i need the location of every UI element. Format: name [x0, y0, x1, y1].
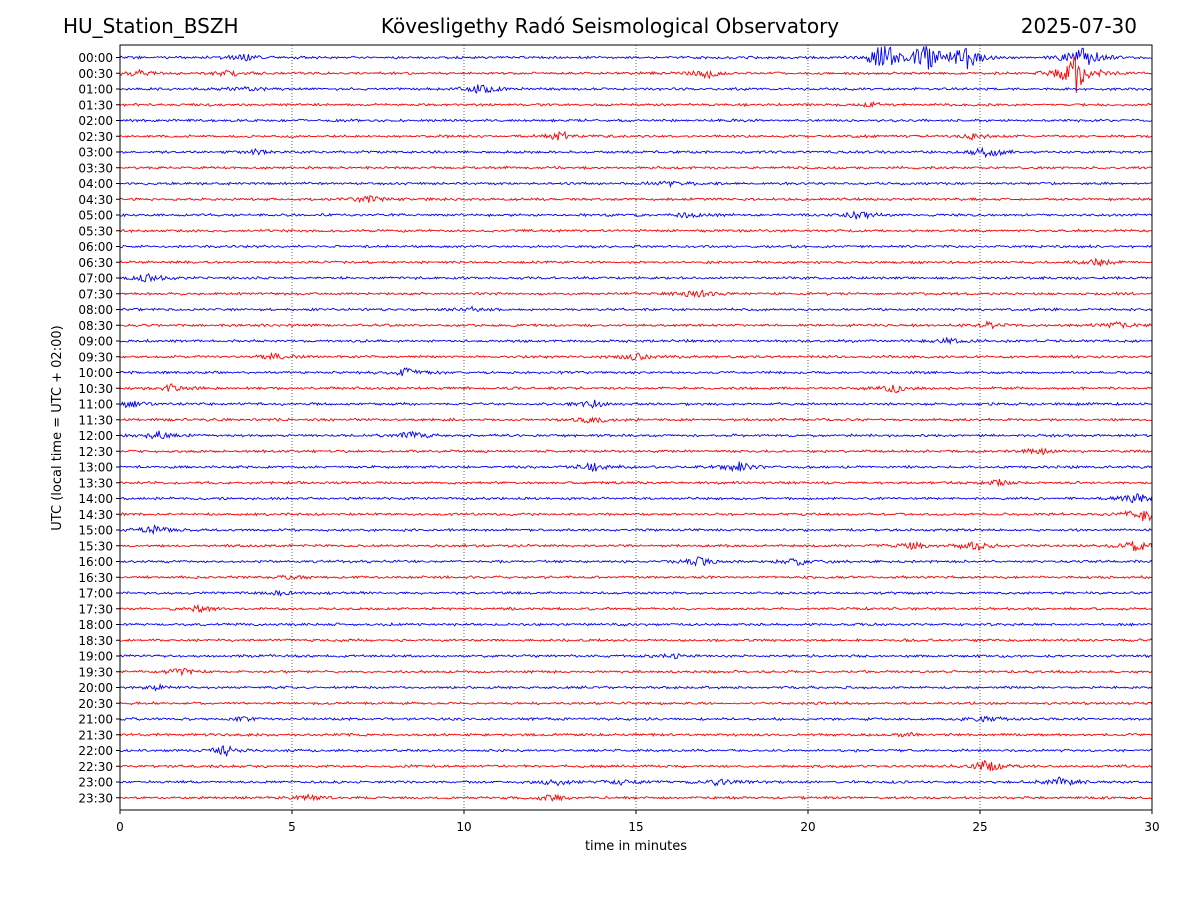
- y-tick-label: 03:30: [78, 161, 113, 175]
- y-tick-label: 00:00: [78, 51, 113, 65]
- trace-1130: [119, 416, 1153, 424]
- grid-layer: [291, 45, 981, 810]
- station-name: HU_Station_BSZH: [63, 14, 239, 38]
- trace-2300: [119, 776, 1153, 787]
- y-tick-label: 10:30: [78, 382, 113, 396]
- y-tick-label: 02:30: [78, 130, 113, 144]
- x-tick-label: 20: [800, 820, 815, 834]
- y-tick-label: 17:30: [78, 602, 113, 616]
- x-axis-label: time in minutes: [585, 839, 687, 854]
- y-tick-label: 05:30: [78, 224, 113, 238]
- x-tick-label: 10: [456, 820, 471, 834]
- y-tick-label: 06:00: [78, 240, 113, 254]
- trace-1630: [119, 574, 1153, 581]
- y-tick-label: 14:30: [78, 508, 113, 522]
- y-tick-label: 15:30: [78, 539, 113, 553]
- y-tick-label: 04:00: [78, 177, 113, 191]
- y-tick-label: 11:30: [78, 413, 113, 427]
- y-tick-label: 22:30: [78, 760, 113, 774]
- y-tick-label: 21:00: [78, 713, 113, 727]
- trace-0300: [119, 146, 1153, 159]
- trace-0830: [119, 320, 1153, 330]
- y-tick-label: 04:30: [78, 193, 113, 207]
- chart-date: 2025-07-30: [1020, 14, 1137, 38]
- trace-0230: [119, 130, 1153, 142]
- trace-0430: [119, 195, 1153, 204]
- y-tick-label: 15:00: [78, 524, 113, 538]
- y-tick-label: 23:30: [78, 791, 113, 805]
- x-tick-label: 30: [1144, 820, 1159, 834]
- chart-title: Kövesligethy Radó Seismological Observat…: [380, 14, 840, 38]
- trace-1400: [119, 493, 1153, 504]
- trace-0100: [119, 84, 1153, 94]
- y-tick-label: 05:00: [78, 209, 113, 223]
- y-tick-label: 13:30: [78, 476, 113, 490]
- y-tick-label: 07:00: [78, 272, 113, 286]
- trace-2130: [119, 731, 1153, 738]
- y-tick-label: 14:00: [78, 492, 113, 506]
- trace-1030: [119, 383, 1153, 394]
- y-tick-label: 08:00: [78, 303, 113, 317]
- y-tick-label: 12:30: [78, 445, 113, 459]
- trace-1800: [120, 622, 1153, 627]
- y-tick-label: 20:30: [78, 697, 113, 711]
- y-tick-label: 16:00: [78, 555, 113, 569]
- trace-0630: [119, 257, 1153, 267]
- x-tick-label: 5: [288, 820, 296, 834]
- x-ticks: 0 5 10 15 20 25 30: [116, 810, 1160, 834]
- y-tick-label: 17:00: [78, 587, 113, 601]
- y-tick-label: 09:00: [78, 335, 113, 349]
- y-tick-label: 12:00: [78, 429, 113, 443]
- trace-0900: [119, 337, 1153, 346]
- y-tick-label: 23:00: [78, 776, 113, 790]
- x-tick-label: 25: [972, 820, 987, 834]
- trace-0700: [119, 273, 1153, 283]
- trace-1530: [119, 540, 1153, 552]
- x-tick-label: 0: [116, 820, 124, 834]
- y-tick-label: 21:30: [78, 728, 113, 742]
- trace-1930: [119, 667, 1153, 677]
- y-tick-label: 03:00: [78, 146, 113, 160]
- trace-1100: [119, 399, 1153, 409]
- y-tick-label: 16:30: [78, 571, 113, 585]
- trace-1200: [119, 430, 1153, 440]
- trace-0000: [119, 45, 1153, 70]
- trace-1900: [119, 652, 1153, 660]
- y-tick-label: 01:00: [78, 83, 113, 97]
- y-tick-label: 07:30: [78, 287, 113, 301]
- y-tick-label: 20:00: [78, 681, 113, 695]
- y-tick-label: 01:30: [78, 98, 113, 112]
- trace-1500: [119, 524, 1153, 535]
- y-tick-label: 02:00: [78, 114, 113, 128]
- y-tick-label: 13:00: [78, 461, 113, 475]
- y-tick-label: 00:30: [78, 67, 113, 81]
- y-tick-label: 09:30: [78, 350, 113, 364]
- trace-0730: [119, 289, 1153, 298]
- x-tick-label: 15: [628, 820, 643, 834]
- y-tick-label: 06:30: [78, 256, 113, 270]
- trace-2200: [119, 744, 1153, 757]
- trace-1300: [119, 461, 1153, 473]
- y-tick-label: 22:00: [78, 744, 113, 758]
- y-tick-label: 08:30: [78, 319, 113, 333]
- y-tick-label: 18:00: [78, 618, 113, 632]
- y-tick-label: 19:30: [78, 665, 113, 679]
- y-tick-label: 11:00: [78, 398, 113, 412]
- y-tick-label: 18:30: [78, 634, 113, 648]
- y-axis-label: UTC (local time = UTC + 02:00): [50, 325, 65, 530]
- y-tick-label: 19:00: [78, 650, 113, 664]
- trace-0500: [119, 210, 1153, 220]
- y-tick-label: 10:00: [78, 366, 113, 380]
